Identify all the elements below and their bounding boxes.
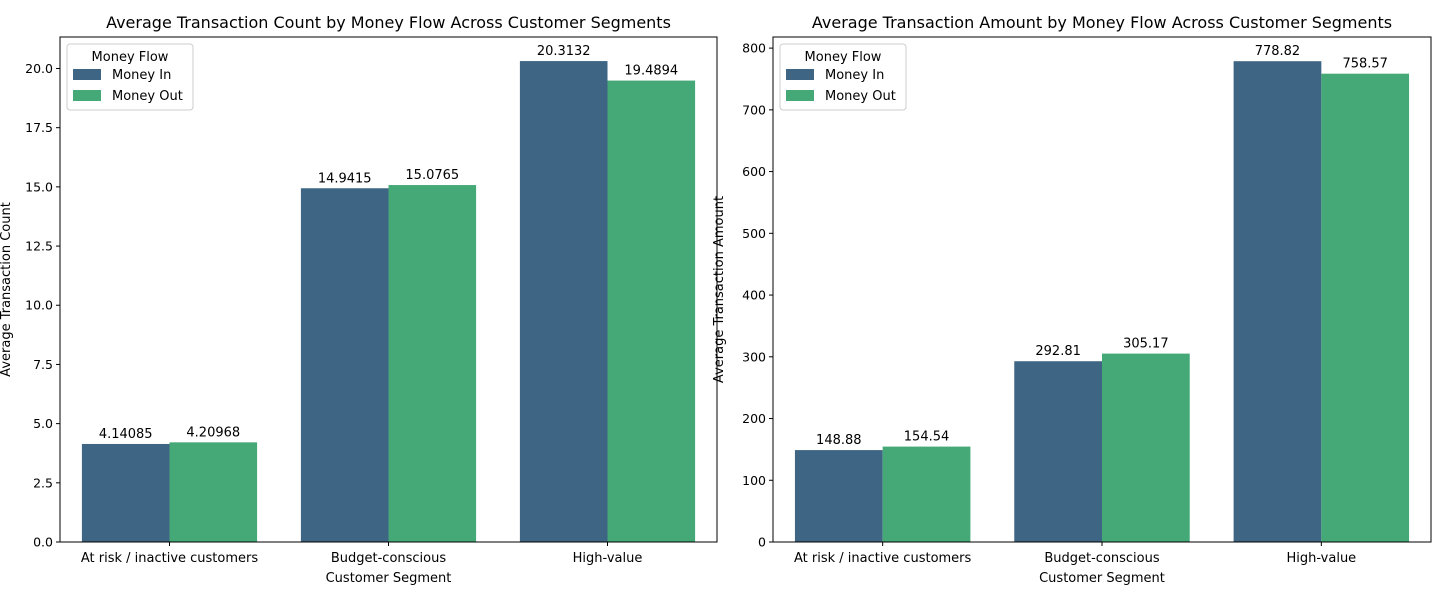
plot-frame (59, 36, 718, 543)
y-tick-label: 500 (742, 226, 766, 241)
x-axis-label: Customer Segment (326, 571, 452, 586)
bar-value-label: 305.17 (1123, 337, 1169, 352)
y-axis-label: Average Transaction Count (0, 202, 14, 377)
x-tick-label: At risk / inactive customers (81, 551, 259, 566)
bar-value-label: 758.57 (1342, 57, 1388, 72)
x-tick-label: Budget-conscious (1044, 551, 1160, 566)
y-tick-label: 5.0 (33, 416, 53, 431)
bar-money-out (1102, 353, 1190, 542)
y-tick-label: 17.5 (25, 120, 53, 135)
bar-value-label: 4.14085 (99, 427, 153, 442)
bar-money-in (300, 188, 389, 542)
y-tick-label: 200 (742, 411, 766, 426)
legend-entry-label: Money Out (112, 89, 183, 104)
legend-entry-label: Money In (825, 68, 884, 83)
bar-value-label: 14.9415 (318, 171, 372, 186)
bar-value-label: 19.4894 (624, 64, 678, 79)
bar-money-in (81, 443, 170, 542)
bar-money-in (1233, 61, 1322, 542)
y-tick-label: 15.0 (25, 179, 53, 194)
bar-money-in (519, 61, 608, 542)
y-tick-label: 7.5 (33, 357, 53, 372)
amount-chart: Average Transaction Amount by Money Flow… (712, 13, 1432, 586)
bar-value-label: 4.20968 (186, 425, 240, 440)
count-chart: Average Transaction Count by Money Flow … (0, 13, 718, 586)
y-tick-label: 400 (742, 288, 766, 303)
chart-title: Average Transaction Amount by Money Flow… (812, 13, 1392, 32)
legend-swatch (73, 69, 101, 80)
y-tick-label: 300 (742, 349, 766, 364)
bar-money-in (1014, 361, 1102, 542)
y-tick-label: 12.5 (25, 239, 53, 254)
bar-money-out (169, 442, 258, 542)
legend-entry-label: Money Out (825, 89, 896, 104)
bar-value-label: 778.82 (1255, 44, 1301, 59)
bar-value-label: 154.54 (904, 430, 950, 445)
y-tick-label: 0 (758, 535, 766, 550)
bar-money-in (794, 450, 883, 542)
y-tick-label: 700 (742, 102, 766, 117)
y-tick-label: 100 (742, 473, 766, 488)
x-tick-label: High-value (573, 551, 643, 566)
y-tick-label: 0.0 (33, 535, 53, 550)
x-tick-label: High-value (1286, 551, 1356, 566)
plot-frame (772, 36, 1432, 543)
x-tick-label: Budget-conscious (331, 551, 447, 566)
y-tick-label: 10.0 (25, 298, 53, 313)
legend-swatch (73, 90, 101, 101)
y-tick-label: 600 (742, 164, 766, 179)
legend-swatch (786, 90, 814, 101)
y-tick-label: 20.0 (25, 61, 53, 76)
chart-title: Average Transaction Count by Money Flow … (106, 13, 671, 32)
legend-title: Money Flow (805, 50, 882, 65)
bar-value-label: 20.3132 (537, 44, 591, 59)
bar-money-out (388, 185, 477, 542)
bar-value-label: 15.0765 (405, 168, 459, 183)
bar-money-out (882, 446, 971, 542)
y-tick-label: 2.5 (33, 475, 53, 490)
bar-value-label: 148.88 (816, 433, 862, 448)
bar-value-label: 292.81 (1035, 344, 1081, 359)
y-tick-label: 800 (742, 41, 766, 56)
legend-entry-label: Money In (112, 68, 171, 83)
y-axis-label: Average Transaction Amount (712, 196, 727, 383)
x-axis-label: Customer Segment (1039, 571, 1165, 586)
legend-title: Money Flow (92, 50, 169, 65)
x-tick-label: At risk / inactive customers (794, 551, 972, 566)
bar-money-out (607, 80, 696, 542)
legend-swatch (786, 69, 814, 80)
bar-money-out (1321, 73, 1410, 542)
